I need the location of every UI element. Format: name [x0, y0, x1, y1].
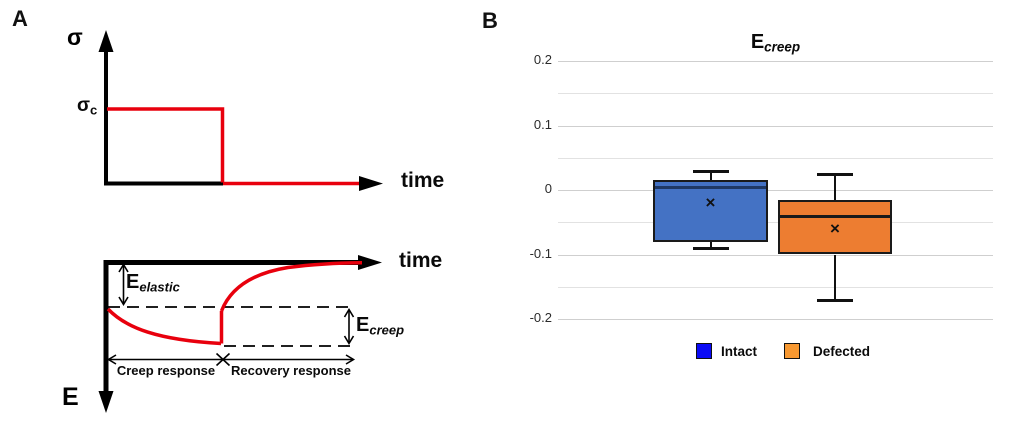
sigma-axis-label: σ [67, 24, 83, 50]
e-creep-label: Ecreep [356, 314, 404, 337]
y-tick-label: -0.1 [529, 245, 552, 261]
stress-x-axis-arrowhead-icon [359, 176, 383, 191]
e-elastic-main: E [126, 271, 140, 293]
y-tick-label: 0.2 [533, 52, 552, 67]
whisker-upper-defected [834, 173, 836, 200]
legend-label-defected: Defected [813, 344, 871, 359]
whisker-cap-top-intact [692, 169, 729, 173]
gridline [558, 222, 993, 224]
stress-step-curve [107, 107, 225, 183]
e-creep-arrowhead-down-icon [343, 335, 355, 346]
boxplot-title-sub: creep [764, 39, 801, 55]
creep-decay-curve [106, 307, 222, 346]
mean-marker-defected: × [830, 218, 840, 238]
span-arrowhead-right-icon [345, 354, 356, 365]
legend-swatch-defected [784, 343, 800, 359]
e-elastic-label: Eelastic [126, 271, 180, 294]
panel-a-label: A [12, 6, 28, 31]
strain-e-axis-arrowhead-icon [98, 391, 114, 413]
median-intact [655, 185, 766, 189]
e-creep-main: E [356, 314, 370, 336]
strain-time-axis-arrowhead-icon [358, 255, 382, 270]
box-defected [778, 199, 892, 255]
whisker-cap-bottom-defected [817, 298, 853, 302]
e-elastic-sub: elastic [139, 279, 180, 295]
gridline [558, 319, 993, 320]
gridline [558, 125, 993, 127]
span-arrowhead-left-icon [106, 354, 117, 365]
gridline [558, 157, 993, 159]
sigma-c-label: σc [77, 95, 97, 117]
creep-response-label: Creep response [116, 363, 216, 378]
gridline [558, 190, 993, 191]
panel-a-diagram [98, 30, 383, 413]
whisker-lower-defected [834, 254, 836, 300]
legend-swatch-intact [696, 343, 712, 359]
whisker-upper-intact [709, 170, 712, 181]
boxplot-title: Ecreep [558, 31, 993, 54]
e-elastic-arrowhead-up-icon [118, 262, 129, 273]
gridline [558, 286, 993, 288]
box-intact [653, 180, 768, 242]
e-creep-arrowhead-up-icon [343, 307, 355, 318]
legend-label-intact: Intact [721, 344, 758, 359]
sigma-c-sub: c [90, 102, 98, 118]
time-label-bottom: time [399, 249, 443, 272]
stress-y-axis-arrowhead-icon [98, 30, 114, 52]
boxplot-title-main: E [750, 31, 765, 53]
span-divider-x-icon [215, 352, 231, 367]
recovery-response-label: Recovery response [231, 363, 351, 378]
panel-b-label: B [482, 8, 498, 33]
mean-marker-intact: × [705, 192, 716, 212]
whisker-cap-bottom-intact [692, 247, 729, 251]
time-label-top: time [401, 169, 445, 192]
gridline [558, 254, 993, 256]
y-tick-label: -0.2 [529, 310, 552, 325]
whisker-lower-intact [709, 241, 712, 249]
sigma-c-main: σ [77, 95, 90, 116]
y-tick-label: 0 [544, 181, 552, 196]
recovery-curve [219, 260, 363, 312]
e-axis-label: E [62, 383, 79, 411]
e-elastic-arrowhead-down-icon [118, 296, 129, 307]
median-defected [780, 214, 890, 218]
gridline [558, 61, 993, 62]
whisker-cap-top-defected [817, 172, 853, 176]
y-tick-label: 0.1 [533, 116, 552, 132]
gridline [558, 93, 993, 95]
e-creep-sub: creep [369, 322, 405, 338]
